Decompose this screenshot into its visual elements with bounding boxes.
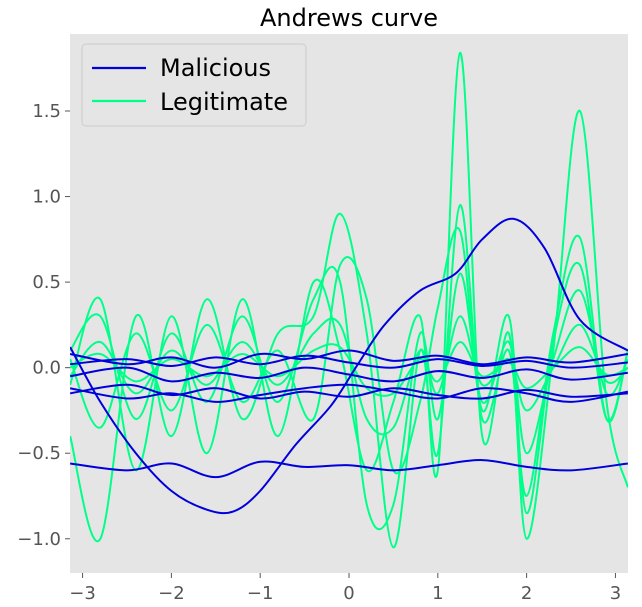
series-malicious-line-0 (70, 459, 628, 479)
x-tick-label: −2 (158, 583, 185, 604)
series-malicious-line-6 (70, 383, 628, 400)
chart-title: Andrews curve (260, 4, 438, 32)
y-tick-label: −0.5 (17, 443, 61, 464)
y-axis: −1.0 −0.5 0.0 0.5 1.0 1.5 (17, 101, 70, 550)
y-tick-label: 0.0 (32, 358, 61, 379)
series-malicious-line-2 (70, 383, 628, 403)
legend-label-malicious: Malicious (160, 54, 271, 82)
x-tick-label: 2 (521, 583, 532, 604)
series-malicious-line-4 (70, 366, 628, 383)
legend-label-legitimate: Legitimate (160, 88, 288, 116)
series-legitimate-line-4 (70, 227, 628, 515)
series-malicious-line-3 (70, 349, 628, 369)
series-malicious-line-1 (70, 217, 628, 515)
x-tick-label: 0 (343, 583, 354, 604)
series-layer (70, 51, 628, 549)
series-malicious-line-5 (70, 354, 628, 369)
legend: Malicious Legitimate (81, 43, 307, 127)
x-tick-label: 3 (610, 583, 621, 604)
y-tick-label: 0.5 (32, 272, 61, 293)
y-tick-label: 1.0 (32, 187, 61, 208)
x-axis: −3 −2 −1 0 1 2 3 (69, 573, 621, 604)
x-tick-label: 1 (432, 583, 443, 604)
y-tick-label: −1.0 (17, 529, 61, 550)
legend-box (81, 43, 307, 127)
x-tick-label: −3 (69, 583, 96, 604)
y-tick-label: 1.5 (32, 101, 61, 122)
x-tick-label: −1 (247, 583, 274, 604)
series-legitimate-line-1 (70, 204, 628, 549)
series-legitimate-line-5 (70, 341, 628, 397)
series-legitimate-line-2 (70, 265, 628, 531)
